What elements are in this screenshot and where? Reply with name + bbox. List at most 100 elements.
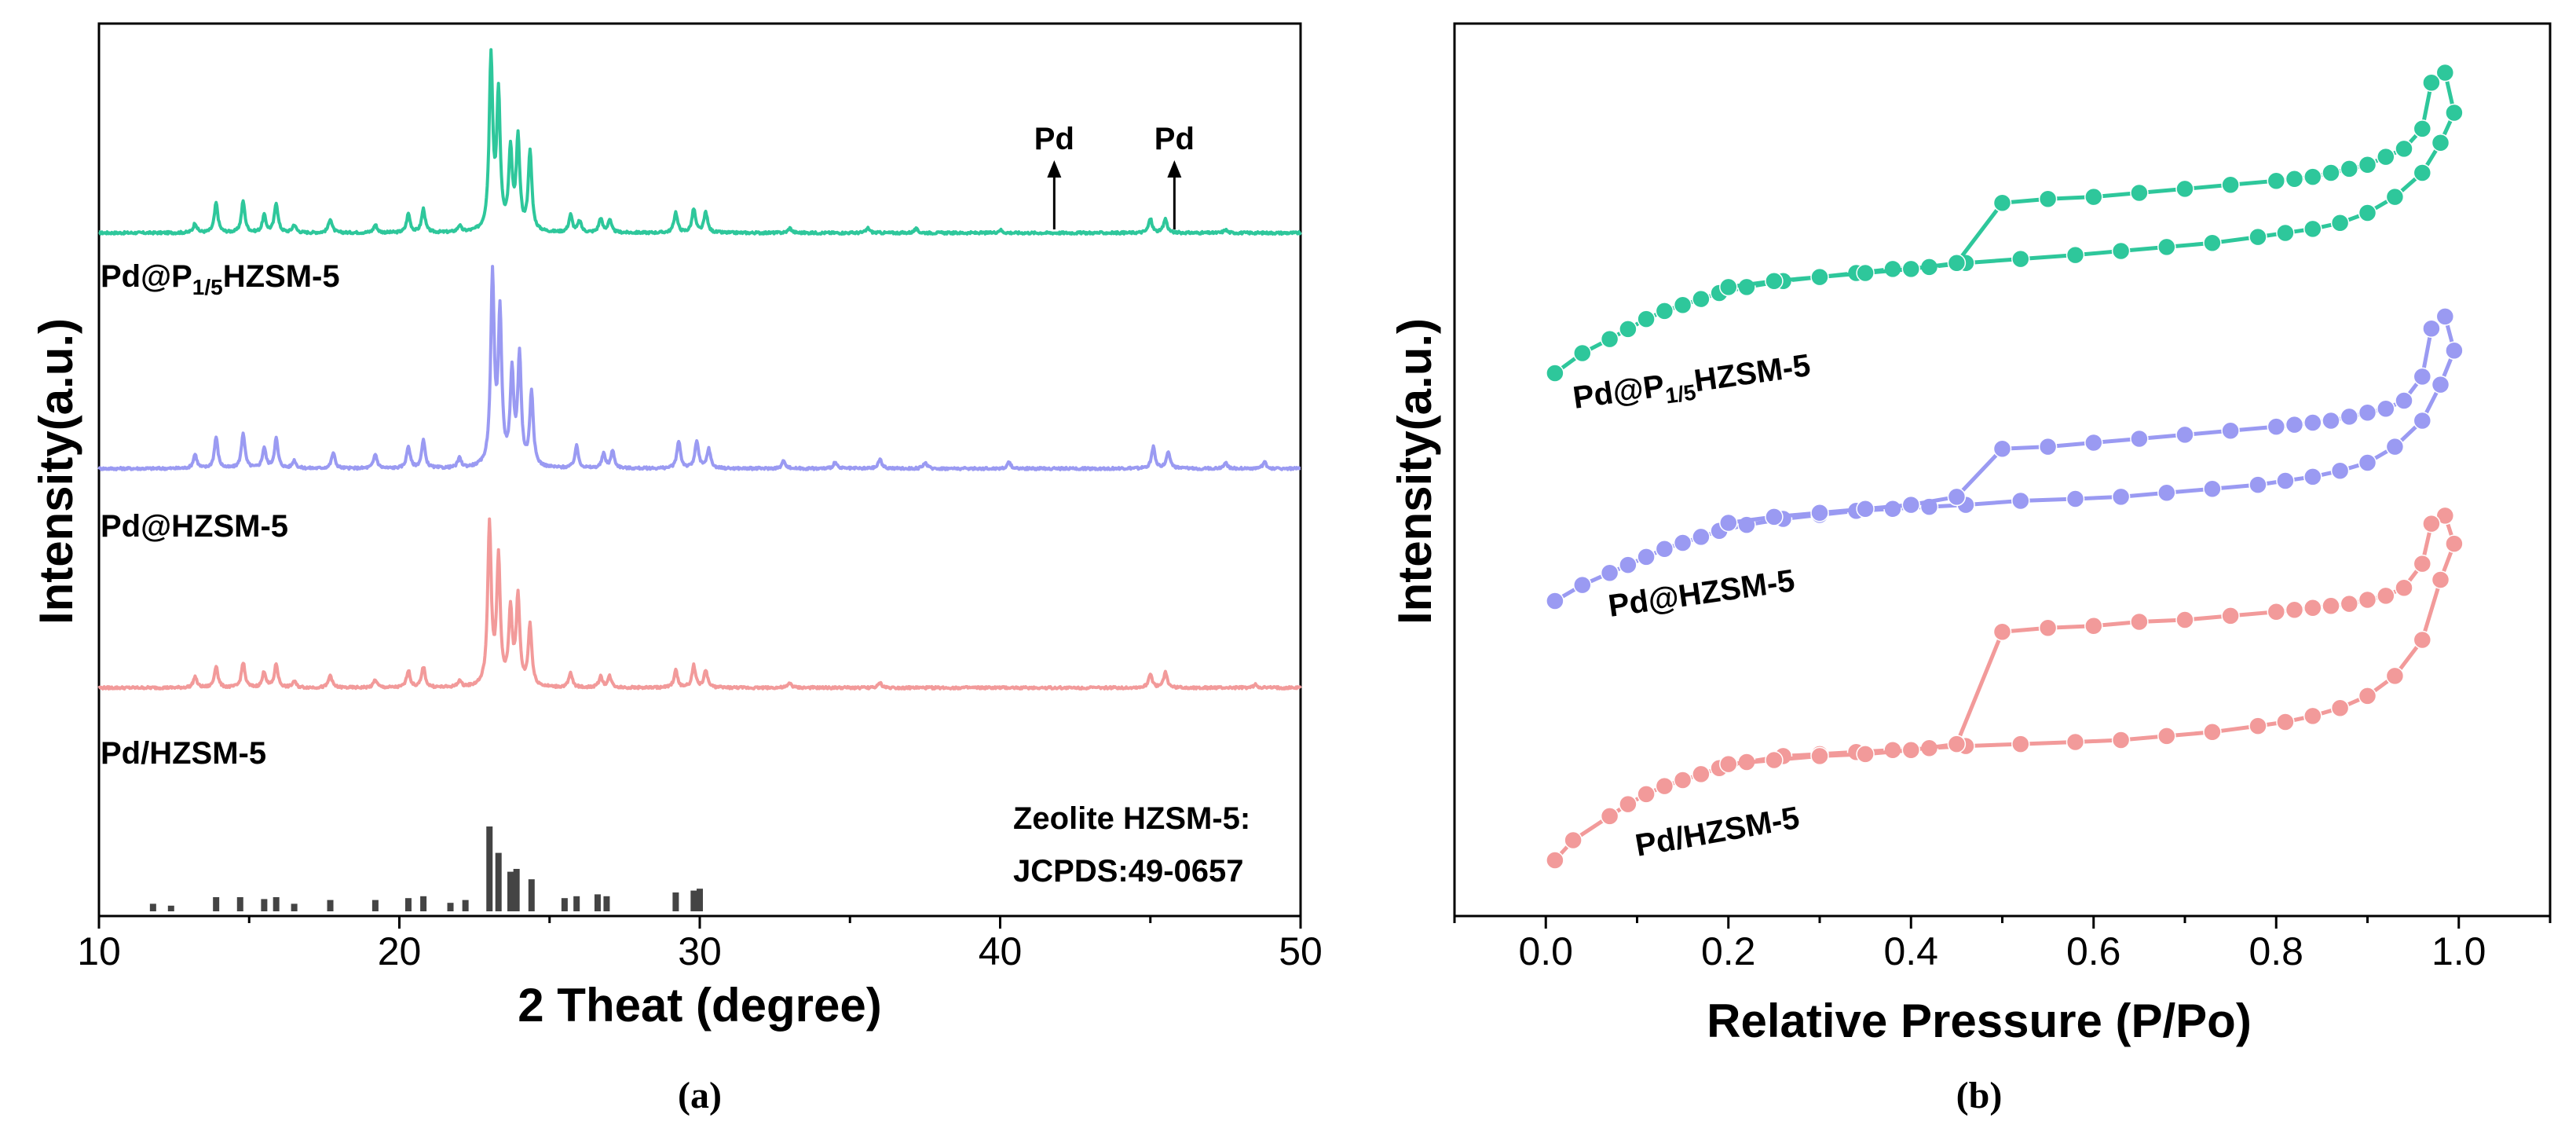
panel-b-adsorption-point-0-1 (1573, 343, 1592, 363)
panel-a-label-pd-slash-hzsm5: Pd/HZSM-5 (101, 736, 266, 771)
panel-b-desorption-point-2-9 (2303, 598, 2322, 617)
panel-b-desorption-point-0-8 (2322, 163, 2340, 182)
panel-b-adsorption-point-0-22 (2276, 223, 2295, 243)
panel-b-adsorption-point-1-18 (2111, 487, 2131, 507)
panel-b-adsorption-point-1-5 (1655, 539, 1674, 559)
panel-a-label-pd-p15-hzsm5: Pd@P1/5HZSM-5 (101, 259, 340, 299)
panel-b-adsorption-point-2-4 (1637, 785, 1656, 804)
panel-b-desorption-point-0-4 (2395, 139, 2413, 159)
panel-b-x-tick-label-5: 1.0 (2431, 929, 2486, 973)
panel-b-desorption-point-2-13 (2175, 610, 2194, 629)
panel-b-adsorption-point-2-3 (1619, 794, 1637, 814)
panel-b-adsorption-point-2-25 (2358, 687, 2377, 705)
panel-a-annotation-label-0: Pd (1034, 122, 1074, 156)
panel-a-x-tick-label-3: 40 (979, 929, 1023, 973)
panel-a-reference-stick-16 (513, 869, 520, 911)
panel-b-desorption-point-1-19 (1901, 495, 1921, 515)
panel-b-label-pd-slash-hzsm5: Pd/HZSM-5 (1633, 801, 1802, 863)
panel-b-desorption-point-2-20 (1856, 745, 1875, 764)
panel-b-adsorption-point-1-26 (2385, 437, 2405, 456)
panel-b-desorption-point-1-14 (2130, 429, 2149, 449)
panel-b-desorption-point-0-9 (2303, 167, 2322, 186)
panel-b-desorption-point-1-22 (1765, 508, 1784, 526)
panel-b-desorption-point-1-20 (1856, 499, 1875, 519)
panel-b-adsorption-point-1-4 (1637, 548, 1656, 566)
panel-b-adsorption-point-0-24 (2330, 214, 2350, 233)
panel-a-reference-stick-12 (462, 900, 469, 911)
panel-b-desorption-point-2-16 (2038, 618, 2058, 637)
panel-b-desorption-point-1-23 (1719, 513, 1738, 533)
panel-b-desorption-point-1-7 (2340, 407, 2359, 427)
panel-a-x-tick-label-0: 10 (77, 929, 121, 973)
panel-b-adsorption-point-2-17 (2066, 732, 2085, 752)
panel-b-desorption-point-2-19 (1901, 741, 1921, 760)
panel-b-adsorption-point-2-23 (2303, 706, 2322, 726)
panel-b-desorption-point-0-22 (1765, 271, 1784, 291)
panel-b-desorption-point-2-18 (1947, 735, 1967, 753)
panel-b-desorption-point-2-5 (2377, 586, 2395, 606)
panel-b-adsorption-point-1-22 (2276, 471, 2295, 490)
panel-b-adsorption-point-1-0 (1546, 592, 1564, 610)
panel-a-reference-label-line2: JCPDS:49-0657 (1013, 854, 1244, 889)
panel-b-adsorption-point-0-19 (2157, 237, 2176, 257)
panel-b-adsorption-point-0-25 (2358, 203, 2377, 222)
panel-b-desorption-point-1-1 (2435, 307, 2455, 326)
panel-a-series-line-1 (97, 265, 1301, 471)
panel-b-desorption-point-0-3 (2413, 119, 2432, 138)
panel-a-annotation-arrowhead-0 (1047, 160, 1062, 178)
panel-b-desorption-point-2-6 (2358, 590, 2377, 610)
panel-b-desorption-point-0-13 (2175, 179, 2194, 199)
panel-b-y-axis-title: Intensity(a.u.) (1389, 318, 1441, 625)
panel-b-desorption-point-1-4 (2395, 391, 2413, 410)
panel-b-desorption-point-0-19 (1901, 259, 1921, 279)
panel-b-desorption-point-1-12 (2221, 421, 2240, 441)
panel-b-x-axis-title: Relative Pressure (P/Po) (1707, 995, 2252, 1047)
panel-b-desorption-point-0-15 (2084, 187, 2103, 207)
panel-b-adsorption-point-0-3 (1619, 320, 1637, 339)
panel-b-desorption-point-1-9 (2303, 413, 2322, 432)
panel-a-series-line-0 (98, 48, 1302, 236)
panel-b-desorption-point-2-22 (1765, 750, 1784, 770)
panel-b-desorption-point-2-0 (2445, 534, 2464, 553)
panel-a-reference-stick-5 (273, 897, 280, 911)
panel-a-label-subscript: 1/5 (192, 275, 223, 299)
panel-b-adsorption-point-2-18 (2111, 731, 2131, 749)
panel-b-desorption-point-0-14 (2130, 183, 2149, 203)
panel-a-reference-stick-3 (236, 897, 243, 911)
panel-b-desorption-point-0-23 (1719, 277, 1738, 297)
panel-b-desorption-point-1-21 (1810, 504, 1829, 522)
panel-b-desorption-point-2-23 (1719, 754, 1738, 774)
panel-b-desorption-point-1-17 (1992, 439, 2012, 458)
panel-b-adsorption-point-2-1 (1564, 830, 1583, 850)
panel-a-reference-stick-21 (603, 896, 610, 911)
panel-b-adsorption-point-2-2 (1600, 807, 1619, 826)
panel-b-adsorption-point-1-28 (2431, 375, 2450, 394)
panel-b-desorption-point-0-12 (2221, 175, 2240, 195)
panel-a-reference-stick-19 (573, 896, 580, 911)
panel-a-x-tick-label-1: 20 (378, 929, 422, 973)
panel-b-adsorption-point-0-4 (1637, 310, 1656, 328)
panel-b-x-tick-label-3: 0.6 (2066, 929, 2121, 973)
panel-a-reference-stick-17 (528, 879, 535, 911)
panel-b-adsorption-point-1-23 (2303, 467, 2322, 486)
panel-a-x-tick-label-4: 50 (1279, 929, 1323, 973)
panel-b-desorption-point-2-8 (2322, 596, 2340, 615)
panel-a-reference-stick-8 (371, 900, 379, 911)
panel-b-desorption-point-0-21 (1810, 267, 1829, 287)
panel-a-caption: (a) (678, 1075, 722, 1116)
panel-b-desorption-point-0-17 (1992, 193, 2012, 213)
panel-b-desorption-point-1-18 (1947, 487, 1967, 507)
panel-b-x-tick-label-4: 0.8 (2249, 929, 2303, 973)
panel-a-reference-label-line1: Zeolite HZSM-5: (1013, 801, 1250, 836)
panel-b-desorption-point-2-10 (2285, 600, 2304, 620)
panel-a-reference-stick-15 (507, 871, 514, 911)
panel-b-desorption-point-1-11 (2267, 417, 2286, 436)
panel-a-reference-stick-10 (420, 896, 427, 911)
panel-b-label-pd-p15-hzsm5: Pd@P1/5HZSM-5 (1571, 348, 1813, 421)
panel-a-x-tick-label-2: 30 (678, 929, 722, 973)
panel-a-reference-stick-22 (672, 892, 679, 911)
panel-b-x-tick-label-1: 0.2 (1701, 929, 1756, 973)
panel-b-adsorption-point-1-17 (2066, 489, 2085, 508)
panel-a-reference-stick-6 (291, 903, 298, 911)
panel-b-adsorption-point-0-5 (1655, 302, 1674, 321)
